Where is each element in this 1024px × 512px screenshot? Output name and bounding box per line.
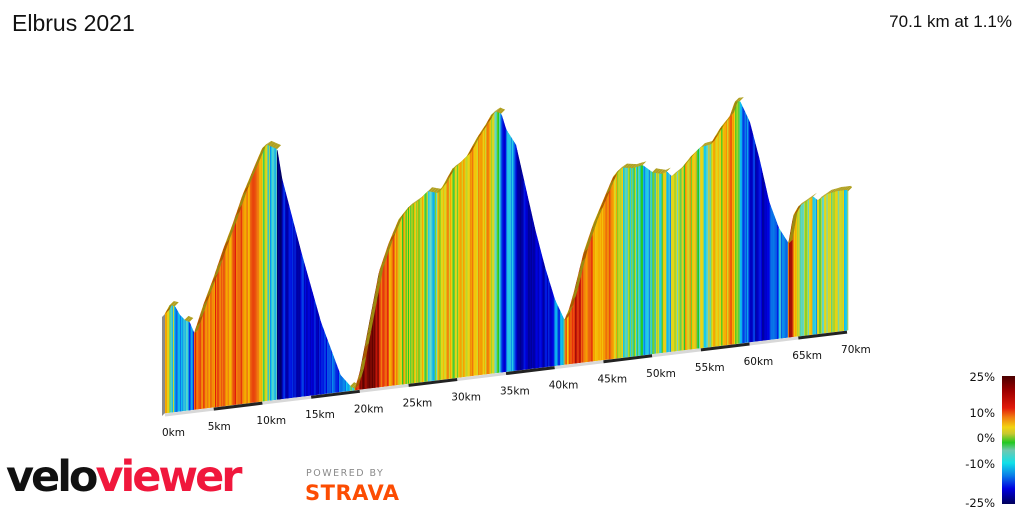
km-tick-label: 5km [208,421,231,433]
km-tick-label: 20km [354,403,384,415]
legend-label-max: 25% [969,370,995,384]
km-tick-label: 10km [256,415,286,427]
gradient-color-scale [1002,376,1015,504]
km-tick-label: 30km [451,391,481,403]
km-tick-label: 0km [162,427,185,439]
km-tick-label: 35km [500,386,530,398]
km-tick-label: 70km [841,344,871,356]
strava-logo[interactable]: STRAVA [305,481,400,505]
logo-velo: velo [6,452,99,502]
km-tick-label: 25km [403,397,433,409]
gradient-bars [164,100,849,414]
page-title: Elbrus 2021 [12,10,135,36]
km-tick-label: 15km [305,409,335,421]
profile-ridge [162,97,852,416]
km-tick-label: 55km [695,362,725,374]
km-tick-label: 65km [792,350,822,362]
veloviewer-logo[interactable]: veloviewer [6,452,243,502]
powered-by-label: POWERED BY [306,468,385,479]
legend-label-min: -25% [965,496,995,510]
route-summary: 70.1 km at 1.1% [889,12,1012,31]
km-tick-label: 45km [597,374,627,386]
legend-label-minus10: -10% [965,457,995,471]
distance-axis [164,330,848,417]
legend-label-0: 0% [976,431,995,445]
km-tick-label: 60km [744,356,774,368]
km-tick-label: 40km [549,380,579,392]
distance-tick-labels: 0km 5km 10km 15km 20km 25km 30km 35km 40km 45km 50… [162,344,871,439]
legend-label-10: 10% [969,406,995,420]
km-tick-label: 50km [646,368,676,380]
gradient-legend: 25% 10% 0% -10% -25% [955,370,1015,510]
logo-viewer: viewer [95,452,242,502]
